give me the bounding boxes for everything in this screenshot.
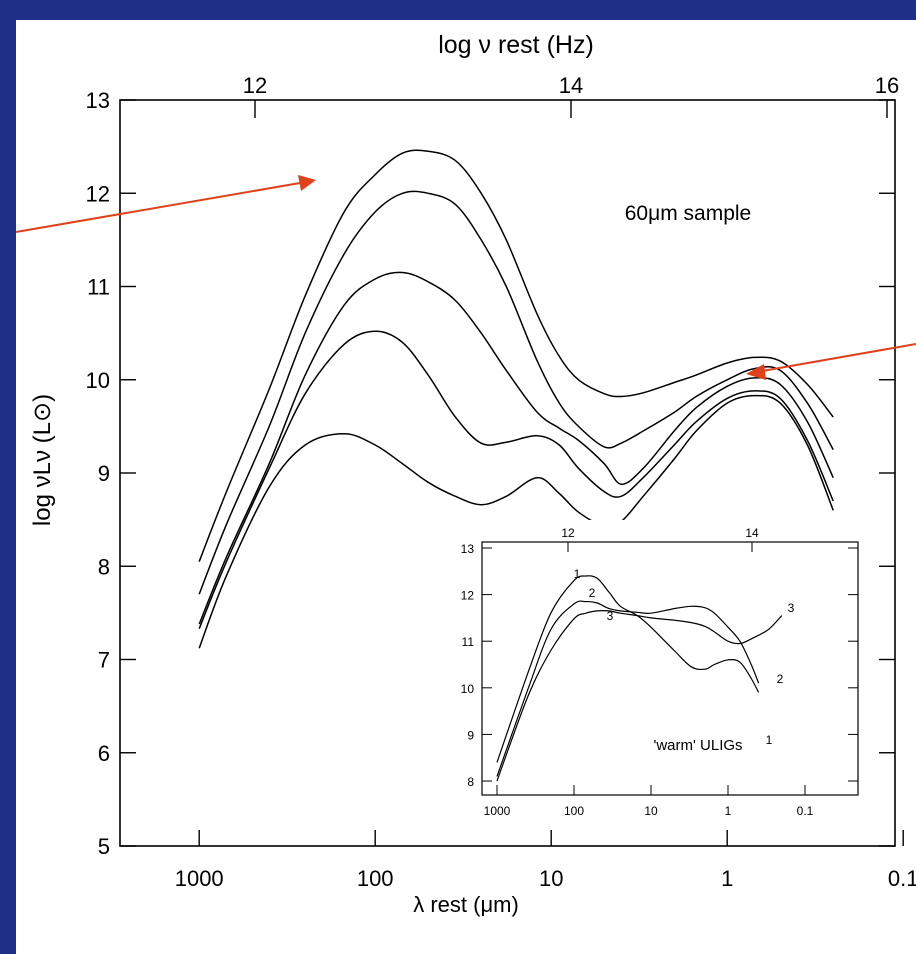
inset-y-tick-label: 9 <box>467 728 474 742</box>
inset-series-label: 1 <box>766 733 773 747</box>
inset-x-tick-label: 10 <box>644 804 658 818</box>
series-line-1 <box>198 149 834 562</box>
y-tick-label: 7 <box>98 648 110 673</box>
inset-x-tick-label: 100 <box>564 804 584 818</box>
inset-annotation: 'warm' ULIGs <box>653 737 742 754</box>
y-tick-label: 11 <box>87 275 110 300</box>
inset-y-tick-label: 11 <box>462 635 475 649</box>
inset-series-line-1 <box>496 575 760 763</box>
top-tick-label: 16 <box>875 73 899 98</box>
arrow-left-head <box>298 175 316 191</box>
inset-y-tick-label: 8 <box>467 775 474 789</box>
inset-series-label: 2 <box>777 672 784 686</box>
x-tick-label: 100 <box>357 866 394 891</box>
y-tick-label: 10 <box>86 368 110 393</box>
inset-x-tick-label: 1 <box>725 804 732 818</box>
inset-top-tick-label: 14 <box>745 526 759 540</box>
inset-plot-frame <box>481 541 859 796</box>
x-tick-label: 1 <box>721 866 733 891</box>
arrows <box>15 175 916 380</box>
x-tick-label: 10 <box>539 866 563 891</box>
inset-series-line-2 <box>496 600 760 777</box>
inset-x-tick-label: 1000 <box>484 804 511 818</box>
inset-y-tick-label: 12 <box>461 589 475 603</box>
inset-y-tick-label: 13 <box>461 542 475 556</box>
y-tick-label: 6 <box>98 741 110 766</box>
y-tick-label: 8 <box>98 554 110 579</box>
y-tick-label: 5 <box>98 834 110 859</box>
y-tick-label: 9 <box>98 461 110 486</box>
top-tick-label: 12 <box>243 73 267 98</box>
y-tick-label: 12 <box>86 181 110 206</box>
top-tick-label: 14 <box>559 73 583 98</box>
x-tick-label: 0.1 <box>888 866 916 891</box>
inset-series-label: 3 <box>607 609 614 623</box>
y-tick-label: 13 <box>86 88 110 113</box>
inset-series-line-3 <box>496 610 783 782</box>
inset-series-label: 1 <box>574 567 581 581</box>
inset-y-tick-label: 10 <box>461 682 475 696</box>
series-line-5 <box>198 394 834 649</box>
x-tick-label: 1000 <box>175 866 224 891</box>
x-axis-title: λ rest (μm) <box>413 892 519 917</box>
chart-annotation: 60μm sample <box>625 202 751 225</box>
arrow-right-shaft <box>761 343 916 372</box>
inset-top-tick-label: 12 <box>561 526 575 540</box>
y-axis-title: log νLν (L⊙) <box>29 394 56 526</box>
series-line-4 <box>198 330 834 629</box>
arrow-right-head <box>746 364 766 380</box>
inset-series-label: 3 <box>788 601 795 615</box>
top-axis-title: log ν rest (Hz) <box>438 31 594 59</box>
inset-x-tick-label: 0.1 <box>797 804 814 818</box>
arrow-left-shaft <box>15 182 301 233</box>
series-line-2 <box>198 190 834 595</box>
inset-series-label: 2 <box>589 586 596 600</box>
series-line-3 <box>198 271 834 625</box>
inset-background <box>456 520 872 820</box>
